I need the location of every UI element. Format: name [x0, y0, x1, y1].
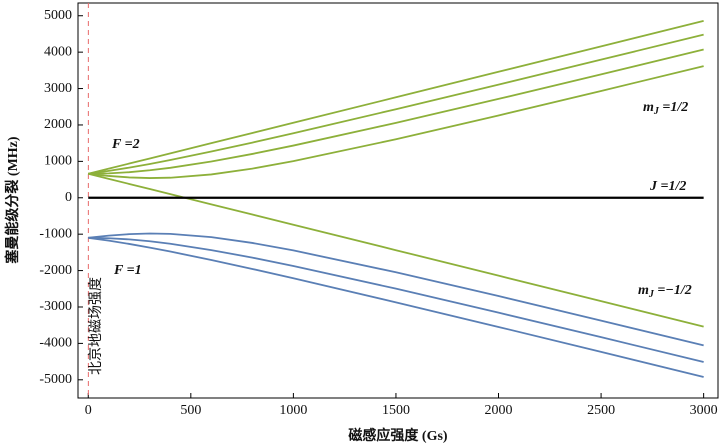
- x-tick-label: 2500: [587, 403, 615, 418]
- series-line: [88, 48, 704, 175]
- annotation: F =2: [111, 137, 140, 152]
- y-tick-label: 3000: [44, 81, 72, 96]
- annotation: J =1/2: [649, 179, 686, 194]
- y-tick-label: 5000: [44, 8, 72, 23]
- reference-label: 北京地磁场强度: [88, 277, 104, 375]
- series-line: [88, 33, 704, 175]
- y-axis-label: 塞曼能级分裂 (MHz): [4, 136, 21, 263]
- annotation-part: =1/2: [659, 100, 688, 115]
- y-tick-label: -3000: [39, 299, 72, 314]
- y-tick-label: 0: [65, 190, 72, 205]
- y-tick-label: 1000: [44, 154, 72, 169]
- x-tick-label: 0: [85, 403, 92, 418]
- series-line: [88, 172, 704, 328]
- annotation-part: =−1/2: [654, 283, 692, 298]
- y-tick-label: 2000: [44, 117, 72, 132]
- x-tick-label: 2000: [485, 403, 513, 418]
- x-tick-label: 3000: [690, 403, 718, 418]
- series-line: [88, 19, 704, 175]
- annotation-subscript: J: [648, 289, 655, 300]
- series-line: [88, 232, 704, 347]
- series-line: [88, 236, 704, 378]
- y-tick-label: -4000: [39, 336, 72, 351]
- y-tick-label: 4000: [44, 44, 72, 59]
- x-tick-label: 1500: [382, 403, 410, 418]
- plot-frame: [77, 2, 719, 399]
- x-tick-label: 500: [180, 403, 201, 418]
- annotation-subscript: J: [653, 106, 660, 117]
- annotation: mJ =−1/2: [638, 283, 692, 300]
- y-tick-label: -2000: [39, 263, 72, 278]
- series-line: [88, 236, 704, 363]
- annotation-part: m: [643, 100, 654, 115]
- series-line: [88, 65, 704, 179]
- annotation: mJ =1/2: [643, 100, 688, 117]
- x-axis-label: 磁感应强度 (Gs): [348, 427, 447, 444]
- y-tick-label: -5000: [39, 372, 72, 387]
- y-tick-label: -1000: [39, 226, 72, 241]
- x-tick-label: 1000: [279, 403, 307, 418]
- annotation-part: m: [638, 283, 649, 298]
- annotation: F =1: [113, 263, 142, 278]
